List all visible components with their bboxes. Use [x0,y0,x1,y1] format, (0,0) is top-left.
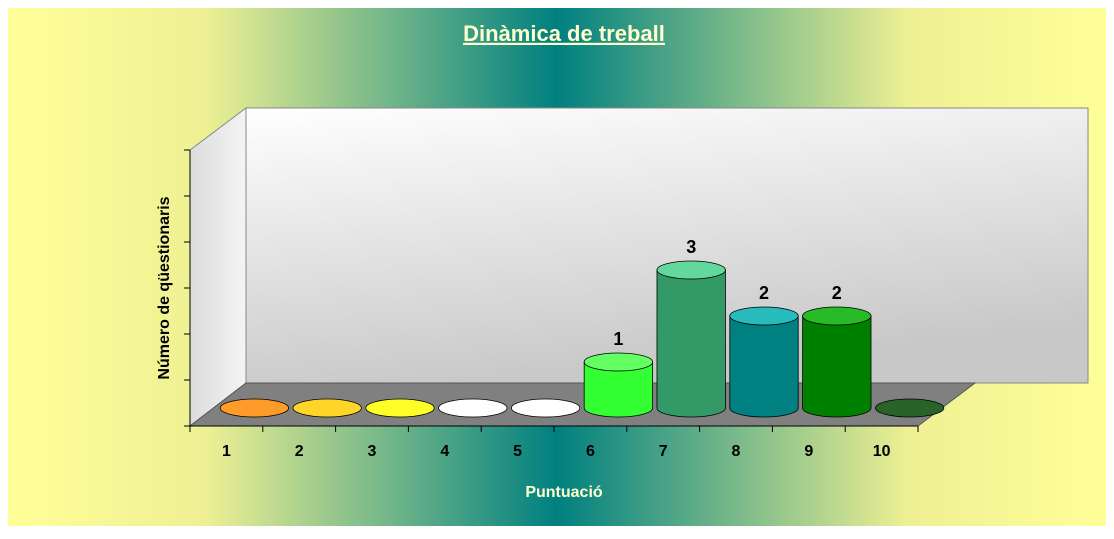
bar [583,361,654,418]
x-tick-label: 2 [295,443,304,460]
value-label: 2 [759,283,769,303]
bar-top [583,352,654,372]
bar [656,269,726,418]
x-tick-label: 9 [804,443,813,460]
x-tick-label: 3 [368,443,377,460]
x-tick-label: 6 [586,443,595,460]
bar [729,315,799,418]
x-tick-label: 4 [440,443,449,460]
bar-top [874,398,945,418]
value-label: 3 [686,237,696,257]
value-label: 2 [832,283,842,303]
x-tick-label: 7 [659,443,668,460]
side-wall [189,107,247,428]
bar-top [292,398,362,418]
x-tick-label: 5 [513,443,522,460]
chart-title: Dinàmica de treball [463,21,665,46]
bar-top [656,260,726,280]
x-tick-label: 8 [732,443,741,460]
bar-top [438,398,508,418]
x-tick-label: 1 [222,443,231,460]
y-axis-title: Número de qüestionaris [156,196,173,379]
x-tick-label: 10 [873,443,891,460]
bar [802,315,872,418]
x-axis-title: Puntuació [525,484,603,501]
bar-top [729,306,799,326]
bar-top [802,306,872,326]
value-label: 1 [613,329,623,349]
bar-top [365,398,435,418]
bar-top [219,398,290,418]
bar-top [510,398,581,418]
